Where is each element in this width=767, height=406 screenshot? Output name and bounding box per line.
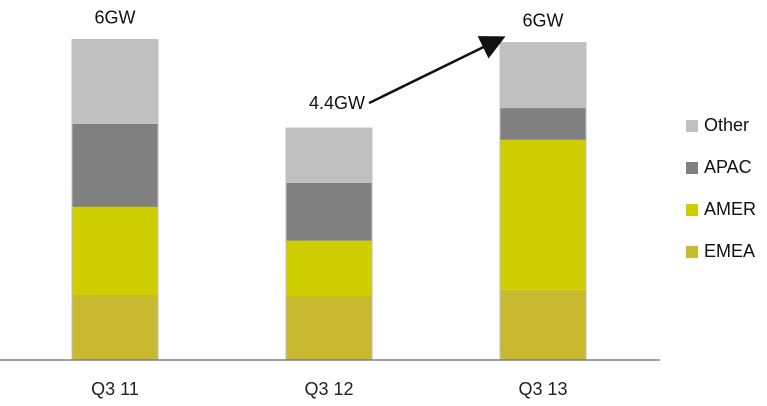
data-label-total: 6GW [522, 11, 563, 31]
data-label-total: 4.4GW [309, 93, 365, 113]
bar-segment-amer-q3-13 [500, 139, 586, 290]
bar-segment-other-q3-11 [72, 39, 158, 124]
legend-swatch-apac [686, 162, 698, 174]
legend: Other APAC AMER EMEA [686, 115, 756, 261]
legend-swatch-emea [686, 246, 698, 258]
bar-segment-apac-q3-13 [500, 108, 586, 140]
legend-label-emea: EMEA [704, 241, 755, 261]
legend-label-other: Other [704, 115, 749, 135]
bar-segment-other-q3-12 [286, 128, 372, 183]
x-tick-label: Q3 12 [304, 379, 353, 399]
bar-segment-apac-q3-11 [72, 123, 158, 207]
legend-label-apac: APAC [704, 157, 752, 177]
x-tick-label: Q3 13 [518, 379, 567, 399]
bar-segment-amer-q3-12 [286, 240, 372, 297]
data-label-total: 6GW [94, 7, 135, 27]
legend-swatch-other [686, 120, 698, 132]
growth-arrow [368, 36, 506, 105]
bar-segment-emea-q3-11 [72, 294, 158, 360]
legend-swatch-amer [686, 204, 698, 216]
legend-label-amer: AMER [704, 199, 756, 219]
bar-segment-other-q3-13 [500, 42, 586, 109]
x-tick-label: Q3 11 [91, 379, 139, 399]
bar-segment-amer-q3-11 [72, 206, 158, 295]
bar-segment-emea-q3-12 [286, 296, 372, 360]
bar-segment-emea-q3-13 [500, 289, 586, 360]
bar-segment-apac-q3-12 [286, 182, 372, 241]
plot-area: Q3 11 Q3 12 Q3 13 6GW 6GW 4.4GW [0, 7, 660, 399]
